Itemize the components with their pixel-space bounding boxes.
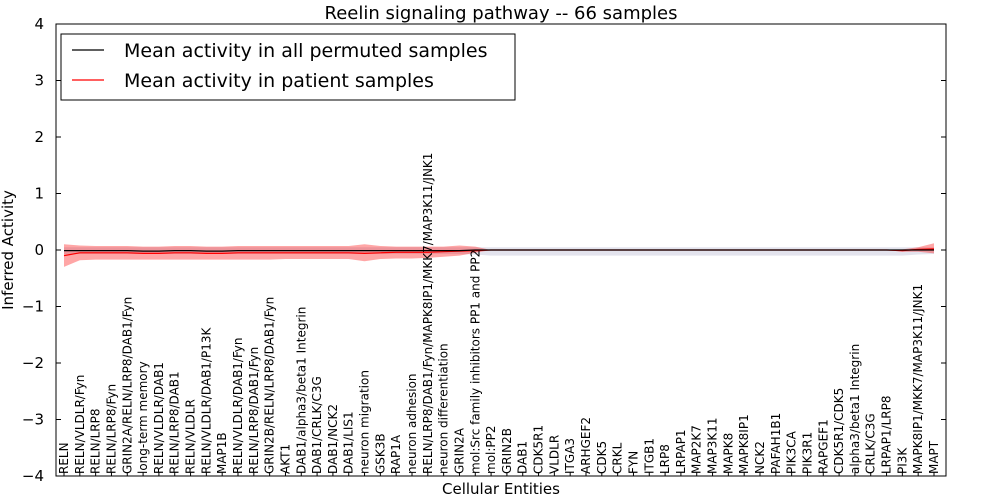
x-tick-label: CDK5R1 (532, 425, 546, 474)
y-tick-label: 3 (34, 72, 44, 90)
x-tick-label: RELN/VLDLR/DAB1 (152, 362, 166, 474)
x-tick-label: neuron adhesion (405, 373, 419, 474)
series-lines (63, 248, 935, 257)
x-tick-label: RELN/LRP8/DAB1 (168, 371, 182, 474)
x-tick-label: CDK5 (595, 441, 609, 474)
x-tick-label: LRP8 (658, 444, 672, 474)
x-tick-label: alpha3/beta1 Integrin (848, 344, 862, 474)
x-tick-label: MAP2K7 (690, 425, 704, 474)
chart-title: Reelin signaling pathway -- 66 samples (325, 3, 678, 24)
x-tick-label: LRPAP1/LRP8 (880, 395, 894, 474)
x-tick-label: DAB1/CRLK/C3G (310, 376, 324, 474)
x-tick-label: RELN/LRP8/DAB1/Fyn/MAPK8IP1/MKK7/MAP3K11… (421, 153, 435, 474)
x-tick-label: PAFAH1B1 (769, 413, 783, 474)
x-tick-label: GRIN2A (453, 427, 467, 474)
x-tick-label: LRPAP1 (674, 429, 688, 474)
x-tick-label: MAPK8 (721, 433, 735, 474)
x-tick-label: PI3K (895, 447, 909, 474)
legend-label-permuted: Mean activity in all permuted samples (124, 40, 487, 62)
x-tick-label: GRIN2B/RELN/LRP8/DAB1/Fyn (263, 297, 277, 474)
x-tick-label: ITGA3 (563, 438, 577, 474)
x-tick-label: ITGB1 (642, 438, 656, 474)
y-tick-label: −4 (22, 467, 44, 485)
x-tick-label: RELN/VLDLR (184, 399, 198, 474)
x-tick-label: mol:PP2 (484, 425, 498, 474)
x-tick-label: ARHGEF2 (579, 417, 593, 474)
x-tick-label: neuron migration (358, 370, 372, 474)
x-tick-label: CDK5R1/CDK5 (832, 388, 846, 474)
x-axis: RELN RELN/VLDLR/Fyn RELN/LRP8 RELN/LRP8/Fyn… (57, 153, 941, 476)
x-tick-label: GRIN2B (500, 428, 514, 474)
x-tick-label: CRLK/C3G (864, 413, 878, 474)
x-axis-label: Cellular Entities (442, 480, 560, 498)
y-tick-label: 4 (34, 15, 44, 33)
patient-band (64, 243, 934, 267)
y-axis: −4 −3 −2 −1 0 1 2 3 4 (22, 15, 946, 485)
x-tick-label: RELN/VLDLR/DAB1/Fyn (231, 338, 245, 474)
y-tick-label: −1 (22, 298, 44, 316)
x-tick-label: RAP1A (389, 434, 403, 474)
permuted-band (64, 247, 934, 256)
x-tick-label: VLDLR (547, 435, 561, 474)
x-tick-label: RELN/VLDLR/DAB1/P13K (199, 327, 213, 474)
legend: Mean activity in all permuted samples Me… (60, 33, 516, 101)
x-tick-label: MAP3K11 (706, 417, 720, 474)
x-tick-label: RELN/VLDLR/Fyn (73, 375, 87, 474)
x-tick-label: RAPGEF1 (816, 419, 830, 474)
x-tick-label: PIK3CA (785, 430, 799, 474)
y-tick-label: 2 (34, 128, 44, 146)
x-tick-label: DAB1/LIS1 (342, 411, 356, 474)
x-tick-label: NCK2 (753, 441, 767, 474)
y-tick-label: 1 (34, 185, 44, 203)
x-tick-label: GSK3B (373, 433, 387, 474)
x-tick-label: MAPK8IP1/MKK7/MAP3K11/JNK1 (911, 284, 925, 474)
x-tick-label: neuron differentiation (437, 343, 451, 474)
permuted-mean-line (64, 249, 934, 252)
x-tick-label: MAPT (927, 440, 941, 474)
y-tick-label: 0 (34, 241, 44, 259)
x-tick-label: MAPK8IP1 (737, 414, 751, 474)
x-tick-label: DAB1/NCK2 (326, 404, 340, 474)
x-tick-label: CRKL (611, 442, 625, 474)
x-tick-label: DAB1 (516, 441, 530, 474)
x-tick-label: FYN (627, 451, 641, 474)
legend-box (60, 33, 516, 101)
x-tick-label: long-term memory (136, 361, 150, 474)
x-tick-label: mol:Src family inhibitors PP1 and PP2 (468, 250, 482, 474)
y-axis-label: Inferred Activity (0, 190, 17, 310)
x-tick-label: DAB1/alpha3/beta1 Integrin (294, 307, 308, 474)
confidence-bands (64, 243, 934, 267)
x-tick-label: AKT1 (279, 444, 293, 474)
x-tick-label: RELN/LRP8/DAB1/Fyn (247, 347, 261, 474)
x-tick-label: GRIN2A/RELN/LRP8/DAB1/Fyn (120, 297, 134, 474)
x-tick-label: RELN/LRP8 (89, 408, 103, 474)
x-tick-label: PIK3R1 (801, 432, 815, 474)
legend-label-patient: Mean activity in patient samples (124, 70, 434, 92)
y-tick-label: −3 (22, 411, 44, 429)
x-tick-label: RELN (57, 442, 71, 474)
y-tick-label: −2 (22, 354, 44, 372)
x-tick-label: MAP1B (215, 432, 229, 474)
x-tick-label: RELN/LRP8/Fyn (105, 384, 119, 474)
